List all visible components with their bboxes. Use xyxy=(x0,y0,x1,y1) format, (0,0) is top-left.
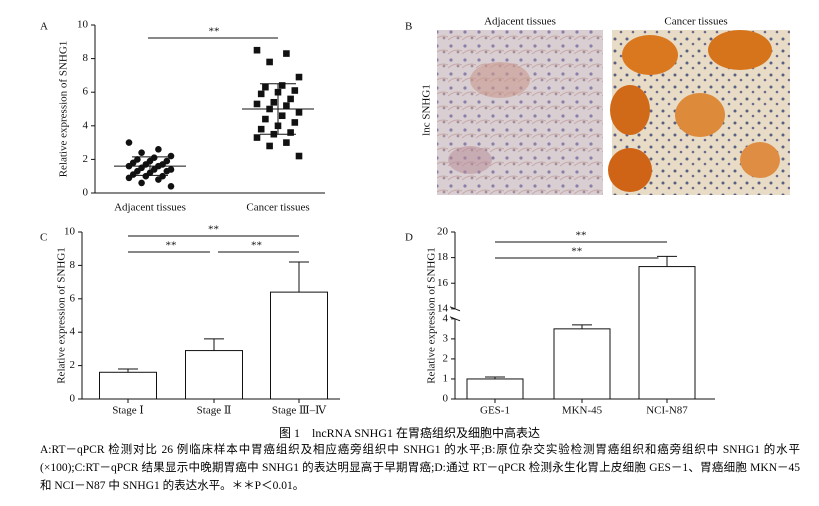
y-tick-label: 2 xyxy=(443,352,449,364)
data-point xyxy=(283,102,290,109)
x-tick-label: Stage Ⅲ–Ⅳ xyxy=(272,405,327,417)
bar xyxy=(466,378,524,400)
data-point xyxy=(155,176,162,183)
y-tick-label: 10 xyxy=(64,226,76,238)
data-point xyxy=(163,167,171,175)
stain xyxy=(675,93,725,137)
x-tick-label: Stage Ⅰ xyxy=(112,405,144,417)
data-point xyxy=(262,83,269,91)
bar xyxy=(553,328,611,400)
y-tick-label: 16 xyxy=(437,277,449,289)
y-tick-label: 14 xyxy=(437,302,449,314)
stain xyxy=(470,62,530,98)
stain xyxy=(708,30,772,70)
data-point xyxy=(283,50,290,57)
data-point xyxy=(266,58,273,66)
y-tick-label: 3 xyxy=(443,332,449,344)
data-point xyxy=(125,139,133,146)
image-label: Adjacent tissues xyxy=(484,16,556,28)
y-tick-label: 0 xyxy=(83,187,89,199)
x-tick-label: NCI-N87 xyxy=(646,405,688,417)
x-tick-label: Stage Ⅱ xyxy=(197,405,232,417)
data-point xyxy=(266,142,273,150)
stain xyxy=(740,142,780,178)
data-point xyxy=(253,100,261,108)
y-tick-label: 4 xyxy=(83,119,89,131)
data-point xyxy=(291,87,299,94)
data-point xyxy=(257,90,265,98)
data-point xyxy=(167,182,175,190)
y-tick-label: 4 xyxy=(70,326,76,338)
data-point xyxy=(291,119,299,126)
y-tick-label: 0 xyxy=(443,393,449,405)
data-point xyxy=(295,109,303,116)
data-point xyxy=(278,112,286,120)
data-point xyxy=(295,73,303,81)
y-tick-label: 8 xyxy=(83,52,89,64)
panel-letter: B xyxy=(405,21,412,33)
significance-label: ** xyxy=(251,240,262,252)
data-point xyxy=(295,152,303,160)
y-tick-label: 6 xyxy=(70,292,76,304)
y-axis-label: Relative expression of SNHG1 xyxy=(56,247,68,384)
data-point xyxy=(253,134,261,141)
data-point xyxy=(253,46,261,54)
y-tick-label: 4 xyxy=(443,312,449,324)
x-tick-label: Adjacent tissues xyxy=(114,202,186,214)
x-tick-label: Cancer tissues xyxy=(246,202,309,214)
panel-letter: D xyxy=(405,232,413,244)
data-point xyxy=(283,139,290,146)
bar xyxy=(185,350,243,400)
data-point xyxy=(287,129,294,136)
bar xyxy=(99,371,157,400)
data-point xyxy=(278,82,286,89)
data-point xyxy=(125,174,133,182)
data-point xyxy=(155,146,162,153)
y-tick-label: 6 xyxy=(83,86,89,98)
y-tick-label: 0 xyxy=(70,393,76,405)
panel-b-images xyxy=(437,30,790,195)
significance-label: ** xyxy=(576,230,587,242)
stain xyxy=(622,35,678,75)
data-point xyxy=(287,95,294,103)
stain xyxy=(608,148,652,192)
data-point xyxy=(142,172,150,180)
panel-letter: C xyxy=(40,232,47,244)
x-tick-label: GES-1 xyxy=(480,405,510,417)
y-axis-label: Relative expression of SNHG1 xyxy=(58,41,70,178)
image-label: Cancer tissues xyxy=(664,16,727,28)
y-tick-label: 10 xyxy=(77,19,89,31)
caption-title: 图 1 lncRNA SNHG1 在胃癌组织及细胞中高表达 xyxy=(278,426,540,440)
panel-letter: A xyxy=(40,21,48,33)
significance-label: ** xyxy=(166,240,177,252)
figure-panels: B Adjacent tissues Cancer tissues lnc SN… xyxy=(40,16,790,417)
data-point xyxy=(167,152,175,160)
bar xyxy=(270,291,328,400)
significance-label: ** xyxy=(209,26,220,38)
y-tick-label: 18 xyxy=(437,251,449,263)
y-tick-label: 2 xyxy=(83,153,89,165)
significance-label: ** xyxy=(571,246,582,258)
data-point xyxy=(138,149,145,156)
bar xyxy=(638,266,696,400)
caption-note: A:RT－qPCR 检测对比 26 例临床样本中胃癌组织及相应癌旁组织中 SNH… xyxy=(40,444,800,492)
data-point xyxy=(270,98,278,106)
y-tick-label: 8 xyxy=(70,259,76,271)
y-axis-label: Relative expression of SNHG1 xyxy=(426,247,438,384)
significance-label: ** xyxy=(208,224,219,236)
data-point xyxy=(262,115,269,123)
stain xyxy=(610,85,650,135)
y-tick-label: 1 xyxy=(443,372,449,384)
image-ylabel: lnc SNHG1 xyxy=(421,84,433,136)
stain xyxy=(448,146,492,174)
data-point xyxy=(138,179,145,187)
y-tick-label: 2 xyxy=(70,359,76,371)
y-tick-label: 20 xyxy=(437,226,449,238)
data-point xyxy=(257,125,265,133)
x-tick-label: MKN-45 xyxy=(562,405,603,417)
